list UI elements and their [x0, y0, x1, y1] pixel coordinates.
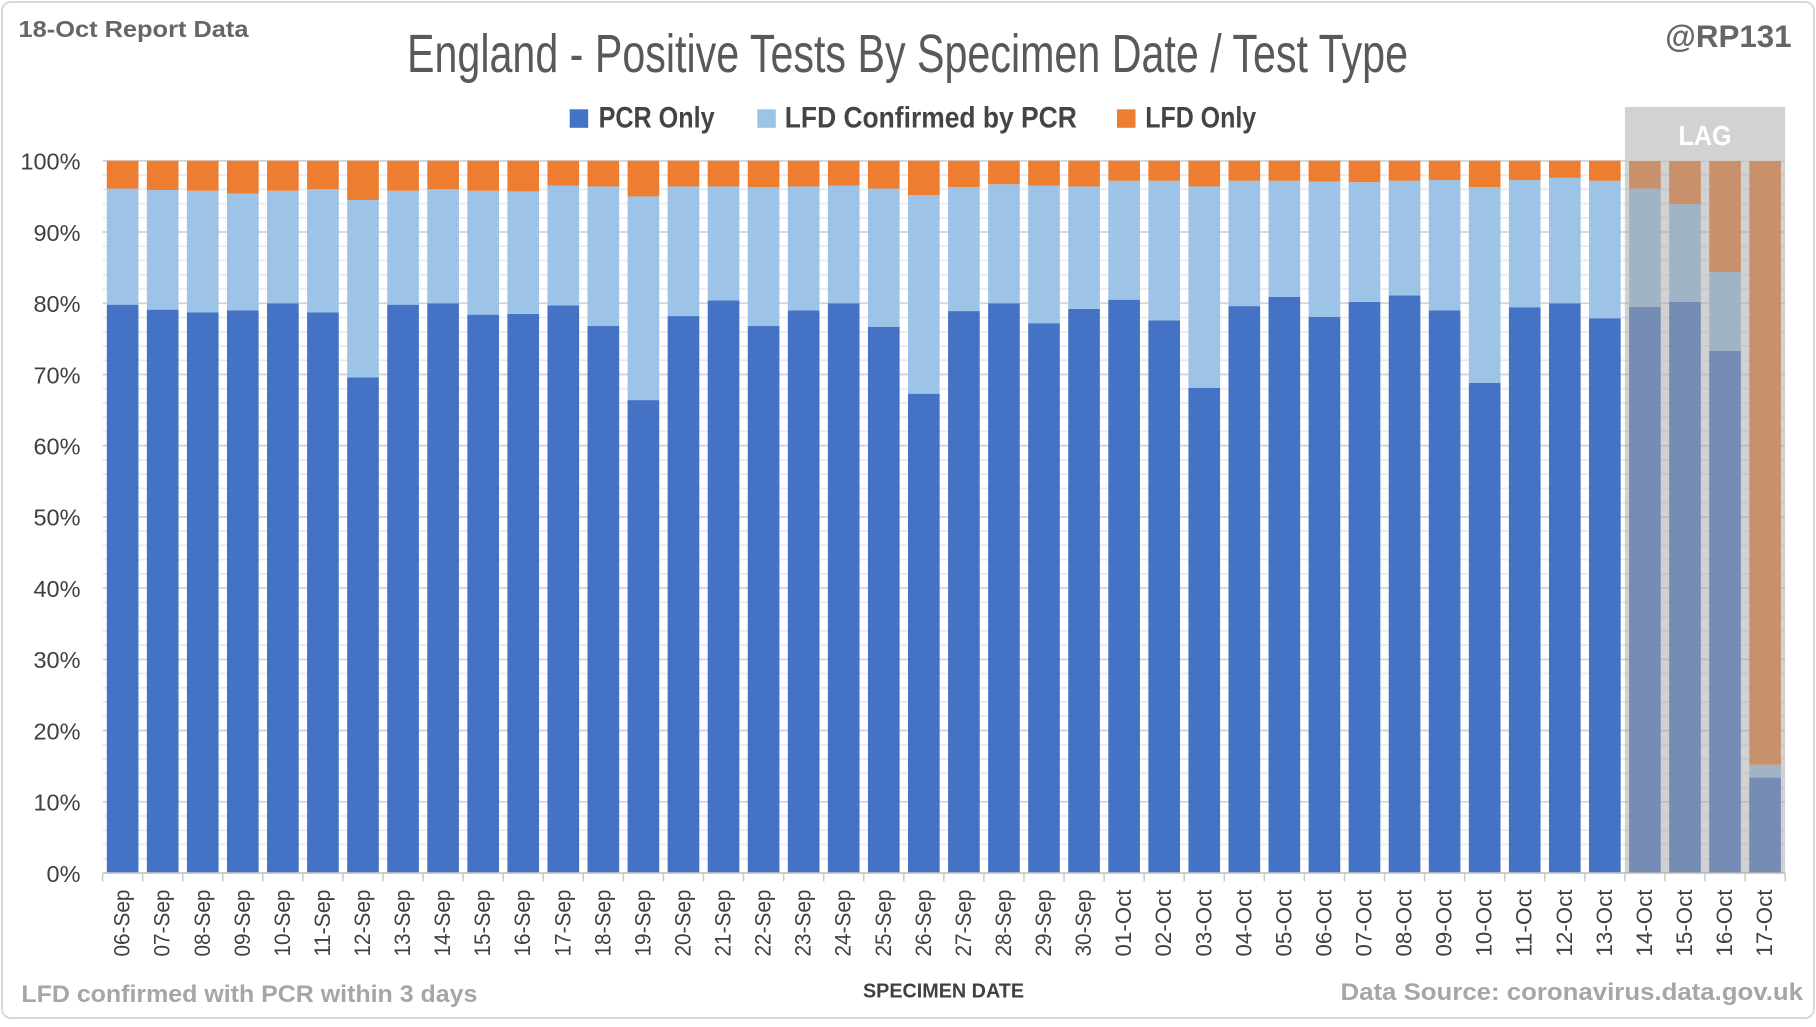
svg-text:50%: 50% [33, 505, 80, 531]
svg-text:02-Oct: 02-Oct [1151, 890, 1176, 957]
svg-text:08-Oct: 08-Oct [1392, 890, 1417, 957]
svg-text:15-Sep: 15-Sep [470, 890, 495, 957]
svg-text:12-Sep: 12-Sep [350, 890, 375, 957]
svg-text:13-Sep: 13-Sep [390, 890, 415, 957]
svg-text:27-Sep: 27-Sep [951, 890, 976, 957]
svg-text:20%: 20% [33, 718, 80, 744]
svg-text:16-Sep: 16-Sep [510, 890, 535, 957]
svg-text:17-Oct: 17-Oct [1752, 890, 1777, 957]
svg-text:13-Oct: 13-Oct [1592, 890, 1617, 957]
svg-text:06-Sep: 06-Sep [110, 890, 135, 957]
svg-text:70%: 70% [33, 362, 80, 388]
svg-text:22-Sep: 22-Sep [751, 890, 776, 957]
svg-text:11-Sep: 11-Sep [310, 890, 335, 957]
svg-text:28-Sep: 28-Sep [991, 890, 1016, 957]
svg-text:11-Oct: 11-Oct [1512, 890, 1537, 957]
svg-text:10-Sep: 10-Sep [270, 890, 295, 957]
svg-text:15-Oct: 15-Oct [1672, 890, 1697, 957]
svg-text:17-Sep: 17-Sep [550, 890, 575, 957]
svg-text:19-Sep: 19-Sep [630, 890, 655, 957]
svg-text:23-Sep: 23-Sep [791, 890, 816, 957]
svg-text:PCR Only: PCR Only [599, 102, 715, 135]
svg-text:09-Oct: 09-Oct [1432, 890, 1457, 957]
svg-text:Data Source: coronavirus.data.: Data Source: coronavirus.data.gov.uk [1341, 979, 1804, 1006]
svg-text:18-Sep: 18-Sep [590, 890, 615, 957]
svg-text:05-Oct: 05-Oct [1271, 890, 1296, 957]
svg-text:100%: 100% [20, 149, 80, 175]
svg-text:60%: 60% [33, 434, 80, 460]
svg-text:20-Sep: 20-Sep [670, 890, 695, 957]
svg-text:10-Oct: 10-Oct [1472, 890, 1497, 957]
svg-text:0%: 0% [47, 861, 81, 887]
svg-text:06-Oct: 06-Oct [1311, 890, 1336, 957]
svg-text:26-Sep: 26-Sep [911, 890, 936, 957]
svg-text:14-Sep: 14-Sep [430, 890, 455, 957]
svg-text:03-Oct: 03-Oct [1191, 890, 1216, 957]
svg-text:30%: 30% [33, 647, 80, 673]
svg-text:SPECIMEN DATE: SPECIMEN DATE [863, 981, 1024, 1003]
svg-text:LFD confirmed with PCR within: LFD confirmed with PCR within 3 days [21, 981, 477, 1008]
svg-text:LFD Confirmed by PCR: LFD Confirmed by PCR [785, 102, 1077, 135]
svg-text:40%: 40% [33, 576, 80, 602]
svg-text:08-Sep: 08-Sep [190, 890, 215, 957]
svg-text:@RP131: @RP131 [1665, 18, 1791, 54]
svg-text:10%: 10% [33, 790, 80, 816]
svg-text:21-Sep: 21-Sep [711, 890, 736, 957]
svg-text:England - Positive Tests By Sp: England - Positive Tests By Specimen Dat… [407, 24, 1408, 84]
svg-text:12-Oct: 12-Oct [1552, 890, 1577, 957]
svg-text:LFD Only: LFD Only [1145, 102, 1257, 135]
svg-text:07-Oct: 07-Oct [1351, 890, 1376, 957]
svg-text:18-Oct Report Data: 18-Oct Report Data [19, 16, 249, 42]
svg-text:LAG: LAG [1679, 120, 1732, 151]
svg-text:29-Sep: 29-Sep [1031, 890, 1056, 957]
svg-text:25-Sep: 25-Sep [871, 890, 896, 957]
svg-text:07-Sep: 07-Sep [150, 890, 175, 957]
svg-text:30-Sep: 30-Sep [1071, 890, 1096, 957]
svg-text:04-Oct: 04-Oct [1231, 890, 1256, 957]
svg-text:01-Oct: 01-Oct [1111, 890, 1136, 957]
svg-text:16-Oct: 16-Oct [1712, 890, 1737, 957]
svg-text:24-Sep: 24-Sep [831, 890, 856, 957]
svg-text:09-Sep: 09-Sep [230, 890, 255, 957]
svg-text:14-Oct: 14-Oct [1632, 890, 1657, 957]
svg-text:80%: 80% [33, 291, 80, 317]
svg-text:90%: 90% [33, 220, 80, 246]
